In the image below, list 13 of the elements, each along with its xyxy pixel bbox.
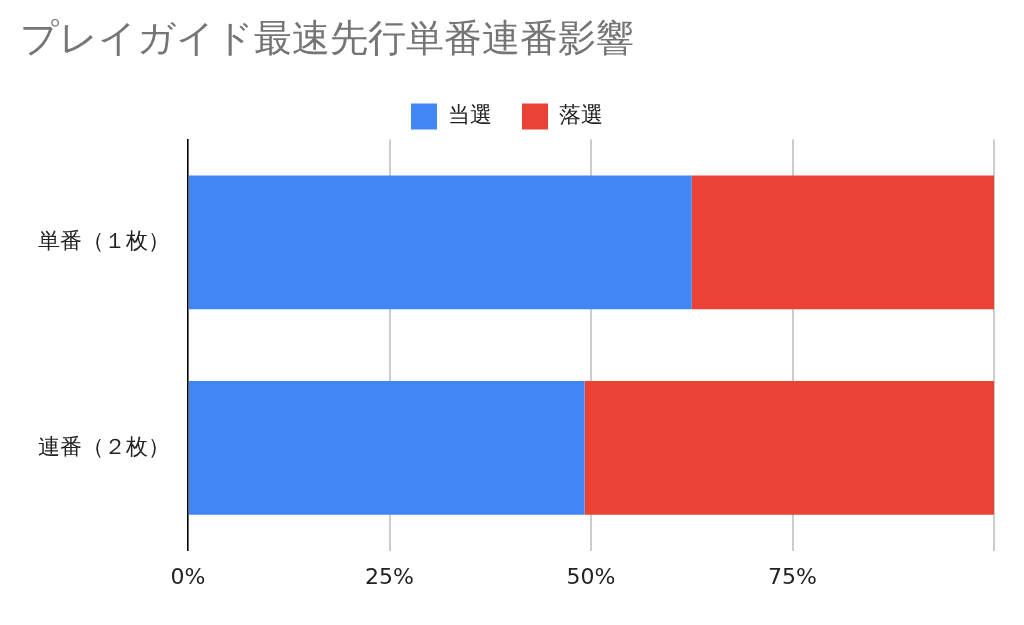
bar xyxy=(189,175,692,310)
x-tick-label: 25% xyxy=(365,563,414,589)
x-tick-label: 0% xyxy=(170,563,206,589)
x-tick-label: 50% xyxy=(566,563,616,589)
y-tick-label: 単番（１枚） xyxy=(38,228,170,254)
legend-label: 落選 xyxy=(559,102,603,128)
bar xyxy=(691,175,994,310)
bar xyxy=(584,381,994,515)
y-tick-label: 連番（２枚） xyxy=(38,433,170,459)
bar xyxy=(189,381,585,515)
chart-title: プレイガイド最速先行単番連番影響 xyxy=(20,15,634,60)
x-tick-label: 75% xyxy=(768,563,817,589)
legend-label: 当選 xyxy=(448,102,492,128)
